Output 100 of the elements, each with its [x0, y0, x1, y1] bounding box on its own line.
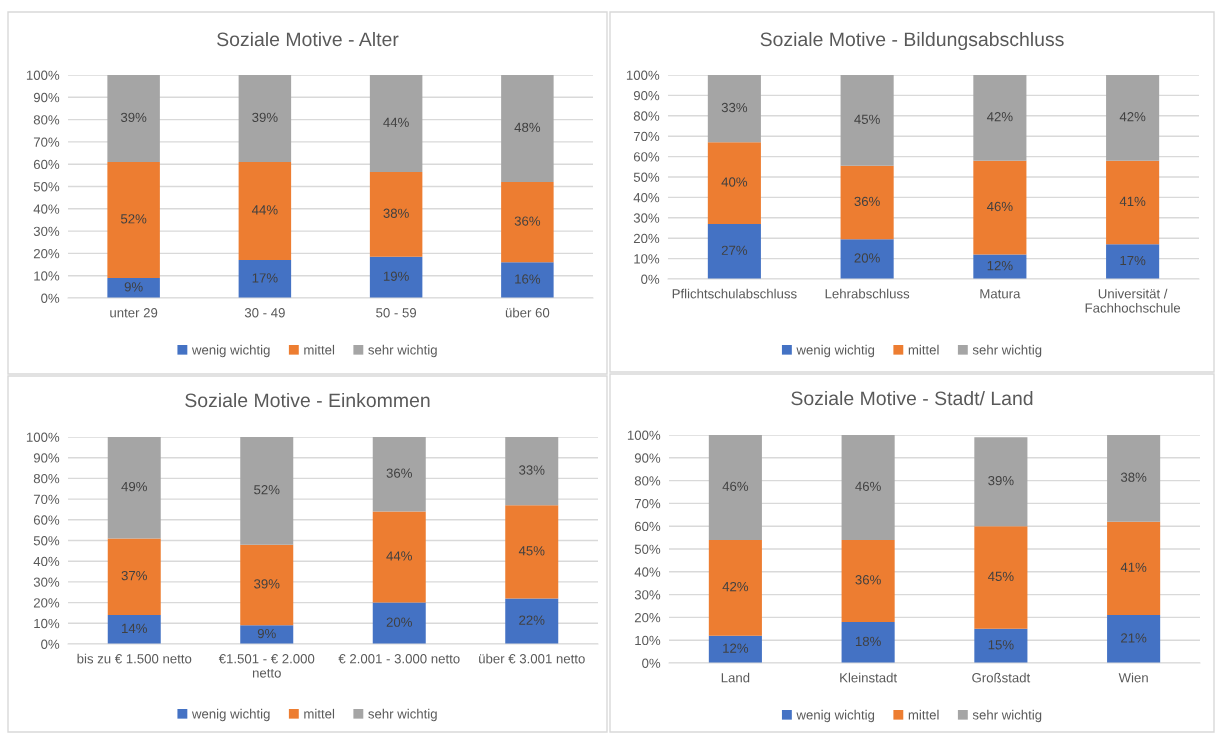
y-tick-label: 40%: [33, 204, 60, 214]
data-label: 39%: [252, 112, 278, 123]
y-tick-label: 70%: [33, 137, 60, 147]
y-tick-label: 40%: [633, 192, 660, 203]
bar: [372, 437, 426, 512]
chart-title: Soziale Motive - Stadt/ Land: [791, 390, 1033, 406]
y-tick-label: 30%: [633, 213, 660, 223]
data-label: 9%: [124, 282, 143, 292]
bar: [707, 223, 761, 279]
legend-label: wenig wichtig: [796, 344, 875, 358]
bar: [1107, 521, 1161, 616]
bar: [240, 437, 294, 545]
bar: [841, 539, 895, 622]
y-tick-label: 10%: [634, 254, 660, 264]
y-tick-label: 90%: [33, 92, 60, 103]
x-tick-label: 50 - 59: [376, 308, 417, 318]
y-tick-label: 60%: [33, 515, 60, 525]
bar: [973, 160, 1027, 255]
data-label: 37%: [121, 570, 147, 581]
y-tick-label: 90%: [633, 90, 660, 101]
data-label: 21%: [1121, 633, 1147, 643]
bar: [708, 435, 762, 540]
bar: [974, 526, 1028, 629]
bar: [107, 277, 160, 298]
y-tick-label: 100%: [26, 432, 60, 442]
bar: [707, 142, 761, 224]
bar: [501, 75, 554, 183]
bar: [974, 628, 1028, 663]
x-tick-label: Land: [721, 672, 750, 683]
data-label: 45%: [987, 571, 1014, 582]
y-tick-label: 40%: [634, 567, 661, 577]
bar: [708, 539, 762, 636]
data-label: 33%: [519, 465, 545, 475]
y-tick-label: 50%: [633, 172, 660, 182]
bar: [107, 75, 160, 162]
y-tick-label: 20%: [33, 248, 60, 259]
bar: [369, 256, 423, 298]
y-tick-label: 30%: [33, 226, 60, 237]
y-tick-label: 70%: [634, 498, 661, 509]
data-label: 52%: [254, 485, 280, 495]
y-tick-label: 100%: [26, 70, 60, 80]
x-tick-label: unter 29: [110, 308, 158, 318]
legend-label: wenig wichtig: [191, 708, 270, 722]
y-tick-label: 60%: [633, 152, 660, 162]
y-tick-label: 40%: [33, 556, 60, 567]
x-tick-label: über € 3.001 netto: [479, 653, 585, 664]
data-label: 46%: [855, 481, 881, 491]
y-tick-label: 30%: [33, 577, 60, 587]
chart-title: Soziale Motive - Bildungsabschluss: [760, 31, 1064, 51]
data-label: 16%: [515, 274, 541, 284]
data-label: 39%: [120, 112, 147, 123]
bar: [238, 260, 292, 298]
legend-label: sehr wichtig: [368, 344, 437, 358]
bar: [840, 239, 894, 279]
y-tick-label: 0%: [41, 639, 60, 649]
y-tick-label: 50%: [33, 536, 60, 546]
data-label: 27%: [721, 245, 748, 255]
y-tick-label: 70%: [633, 131, 660, 142]
bar: [501, 262, 554, 298]
bar: [1107, 435, 1161, 522]
y-tick-label: 30%: [634, 590, 661, 600]
y-tick-label: 10%: [34, 271, 60, 281]
x-tick-label: Kleinstadt: [840, 672, 897, 683]
data-label: 17%: [1120, 255, 1146, 266]
y-tick-label: 20%: [633, 233, 660, 244]
bar: [107, 161, 160, 278]
data-label: 12%: [723, 643, 749, 653]
y-tick-label: 10%: [34, 618, 60, 629]
y-tick-label: 80%: [33, 115, 60, 125]
bar: [707, 75, 761, 143]
x-tick-label: Lehrabschluss: [825, 288, 910, 299]
data-label: 38%: [1120, 472, 1147, 482]
bar: [505, 437, 559, 506]
y-tick-label: 80%: [33, 473, 60, 484]
data-label: 42%: [1119, 112, 1146, 122]
y-tick-label: 90%: [634, 453, 661, 463]
data-label: 33%: [721, 102, 748, 113]
data-label: 46%: [986, 201, 1013, 212]
data-label: 15%: [988, 640, 1014, 650]
legend-label: mittel: [908, 709, 939, 720]
chart-title: Soziale Motive - Alter: [217, 31, 399, 47]
bar: [240, 625, 294, 644]
x-tick-label: Matura: [980, 289, 1021, 299]
x-tick-label: über 60: [505, 307, 550, 318]
legend-label: wenig wichtig: [191, 344, 270, 358]
data-label: 19%: [383, 271, 409, 281]
bar: [238, 75, 292, 162]
data-label: 44%: [251, 205, 278, 215]
bar: [505, 505, 559, 599]
data-label: 36%: [386, 468, 412, 478]
data-label: 38%: [383, 208, 409, 218]
bar: [107, 615, 161, 644]
data-label: 52%: [120, 214, 147, 224]
bar: [107, 437, 161, 539]
bar: [505, 598, 559, 644]
bar: [840, 165, 894, 240]
data-label: 36%: [514, 216, 541, 226]
y-tick-label: 90%: [33, 453, 60, 463]
x-tick-label: Pflichtschulabschluss: [672, 288, 797, 299]
bar: [238, 161, 292, 261]
